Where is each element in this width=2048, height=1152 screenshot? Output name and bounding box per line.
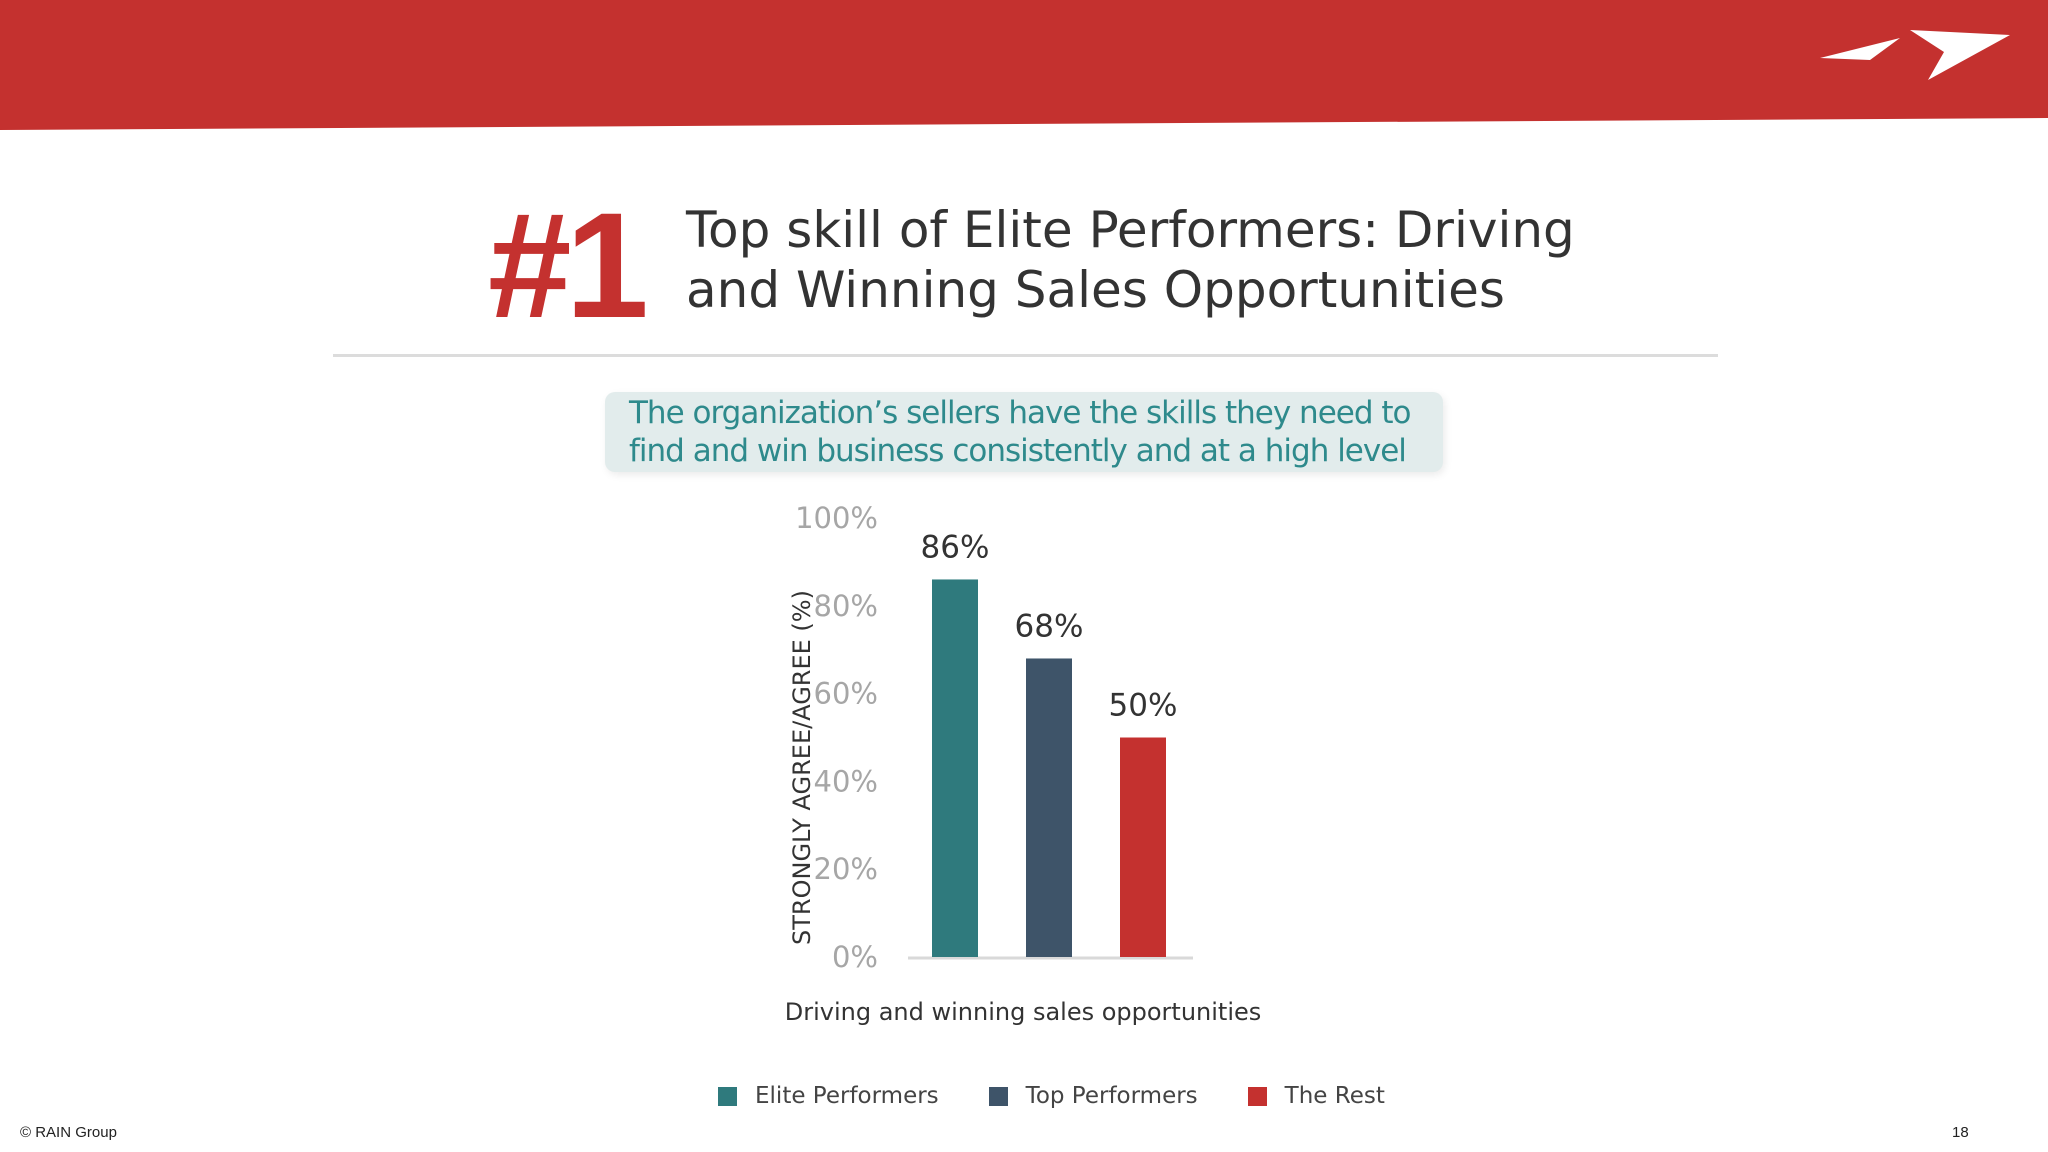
survey-statement: The organization’s sellers have the skil… <box>629 394 1412 470</box>
legend-label: The Rest <box>1284 1083 1385 1109</box>
x-axis-label: Driving and winning sales opportunities <box>785 998 1262 1026</box>
legend-item: The Rest <box>1247 1083 1385 1109</box>
rank-number: #1 <box>488 181 649 349</box>
survey-statement-line-1: The organization’s sellers have the skil… <box>629 395 1412 431</box>
legend-label: Top Performers <box>1025 1083 1198 1109</box>
title-divider <box>333 354 1718 357</box>
slide-title: Top skill of Elite Performers: Driving a… <box>686 200 1586 320</box>
y-tick-label: 80% <box>814 589 878 623</box>
header-band <box>0 0 2048 130</box>
bar-elite-performers <box>932 579 978 957</box>
y-tick-label: 40% <box>814 764 878 798</box>
y-tick-label: 100% <box>795 501 878 535</box>
bar-value-label: 86% <box>921 529 990 565</box>
slide-title-line-1: Top skill of Elite Performers: Driving <box>686 201 1575 259</box>
bar-the-rest <box>1120 737 1166 957</box>
survey-statement-line-2: find and win business consistently and a… <box>629 433 1407 469</box>
y-axis-label: STRONGLY AGREE/AGREE (%) <box>788 590 816 945</box>
bar-value-label: 68% <box>1015 608 1084 644</box>
legend-swatch <box>1247 1086 1267 1106</box>
page-number: 18 <box>1952 1124 1969 1141</box>
y-tick-label: 60% <box>814 677 878 711</box>
chart-legend: Elite Performers Top Performers The Rest <box>718 1078 1435 1114</box>
brand-logo-icon <box>1820 30 2010 80</box>
legend-item: Elite Performers <box>718 1083 939 1109</box>
bar-value-label: 50% <box>1109 688 1178 724</box>
survey-statement-box: The organization’s sellers have the skil… <box>605 392 1443 472</box>
legend-swatch <box>718 1086 737 1106</box>
legend-label: Elite Performers <box>755 1083 939 1109</box>
y-tick-label: 20% <box>814 852 878 886</box>
copyright: © RAIN Group <box>20 1124 117 1141</box>
y-axis-ticks: 0% 20% 40% 60% 80% 100% <box>795 501 878 974</box>
slide-title-line-2: and Winning Sales Opportunities <box>686 261 1505 319</box>
y-tick-label: 0% <box>832 940 878 974</box>
legend-swatch <box>988 1086 1008 1106</box>
bar-chart: 0% 20% 40% 60% 80% 100% STRONGLY AGREE/AGREE … <box>785 501 1262 1026</box>
bar-top-performers <box>1026 658 1072 957</box>
bars: 86% 68% 50% <box>921 529 1178 957</box>
legend-item: Top Performers <box>988 1083 1198 1109</box>
